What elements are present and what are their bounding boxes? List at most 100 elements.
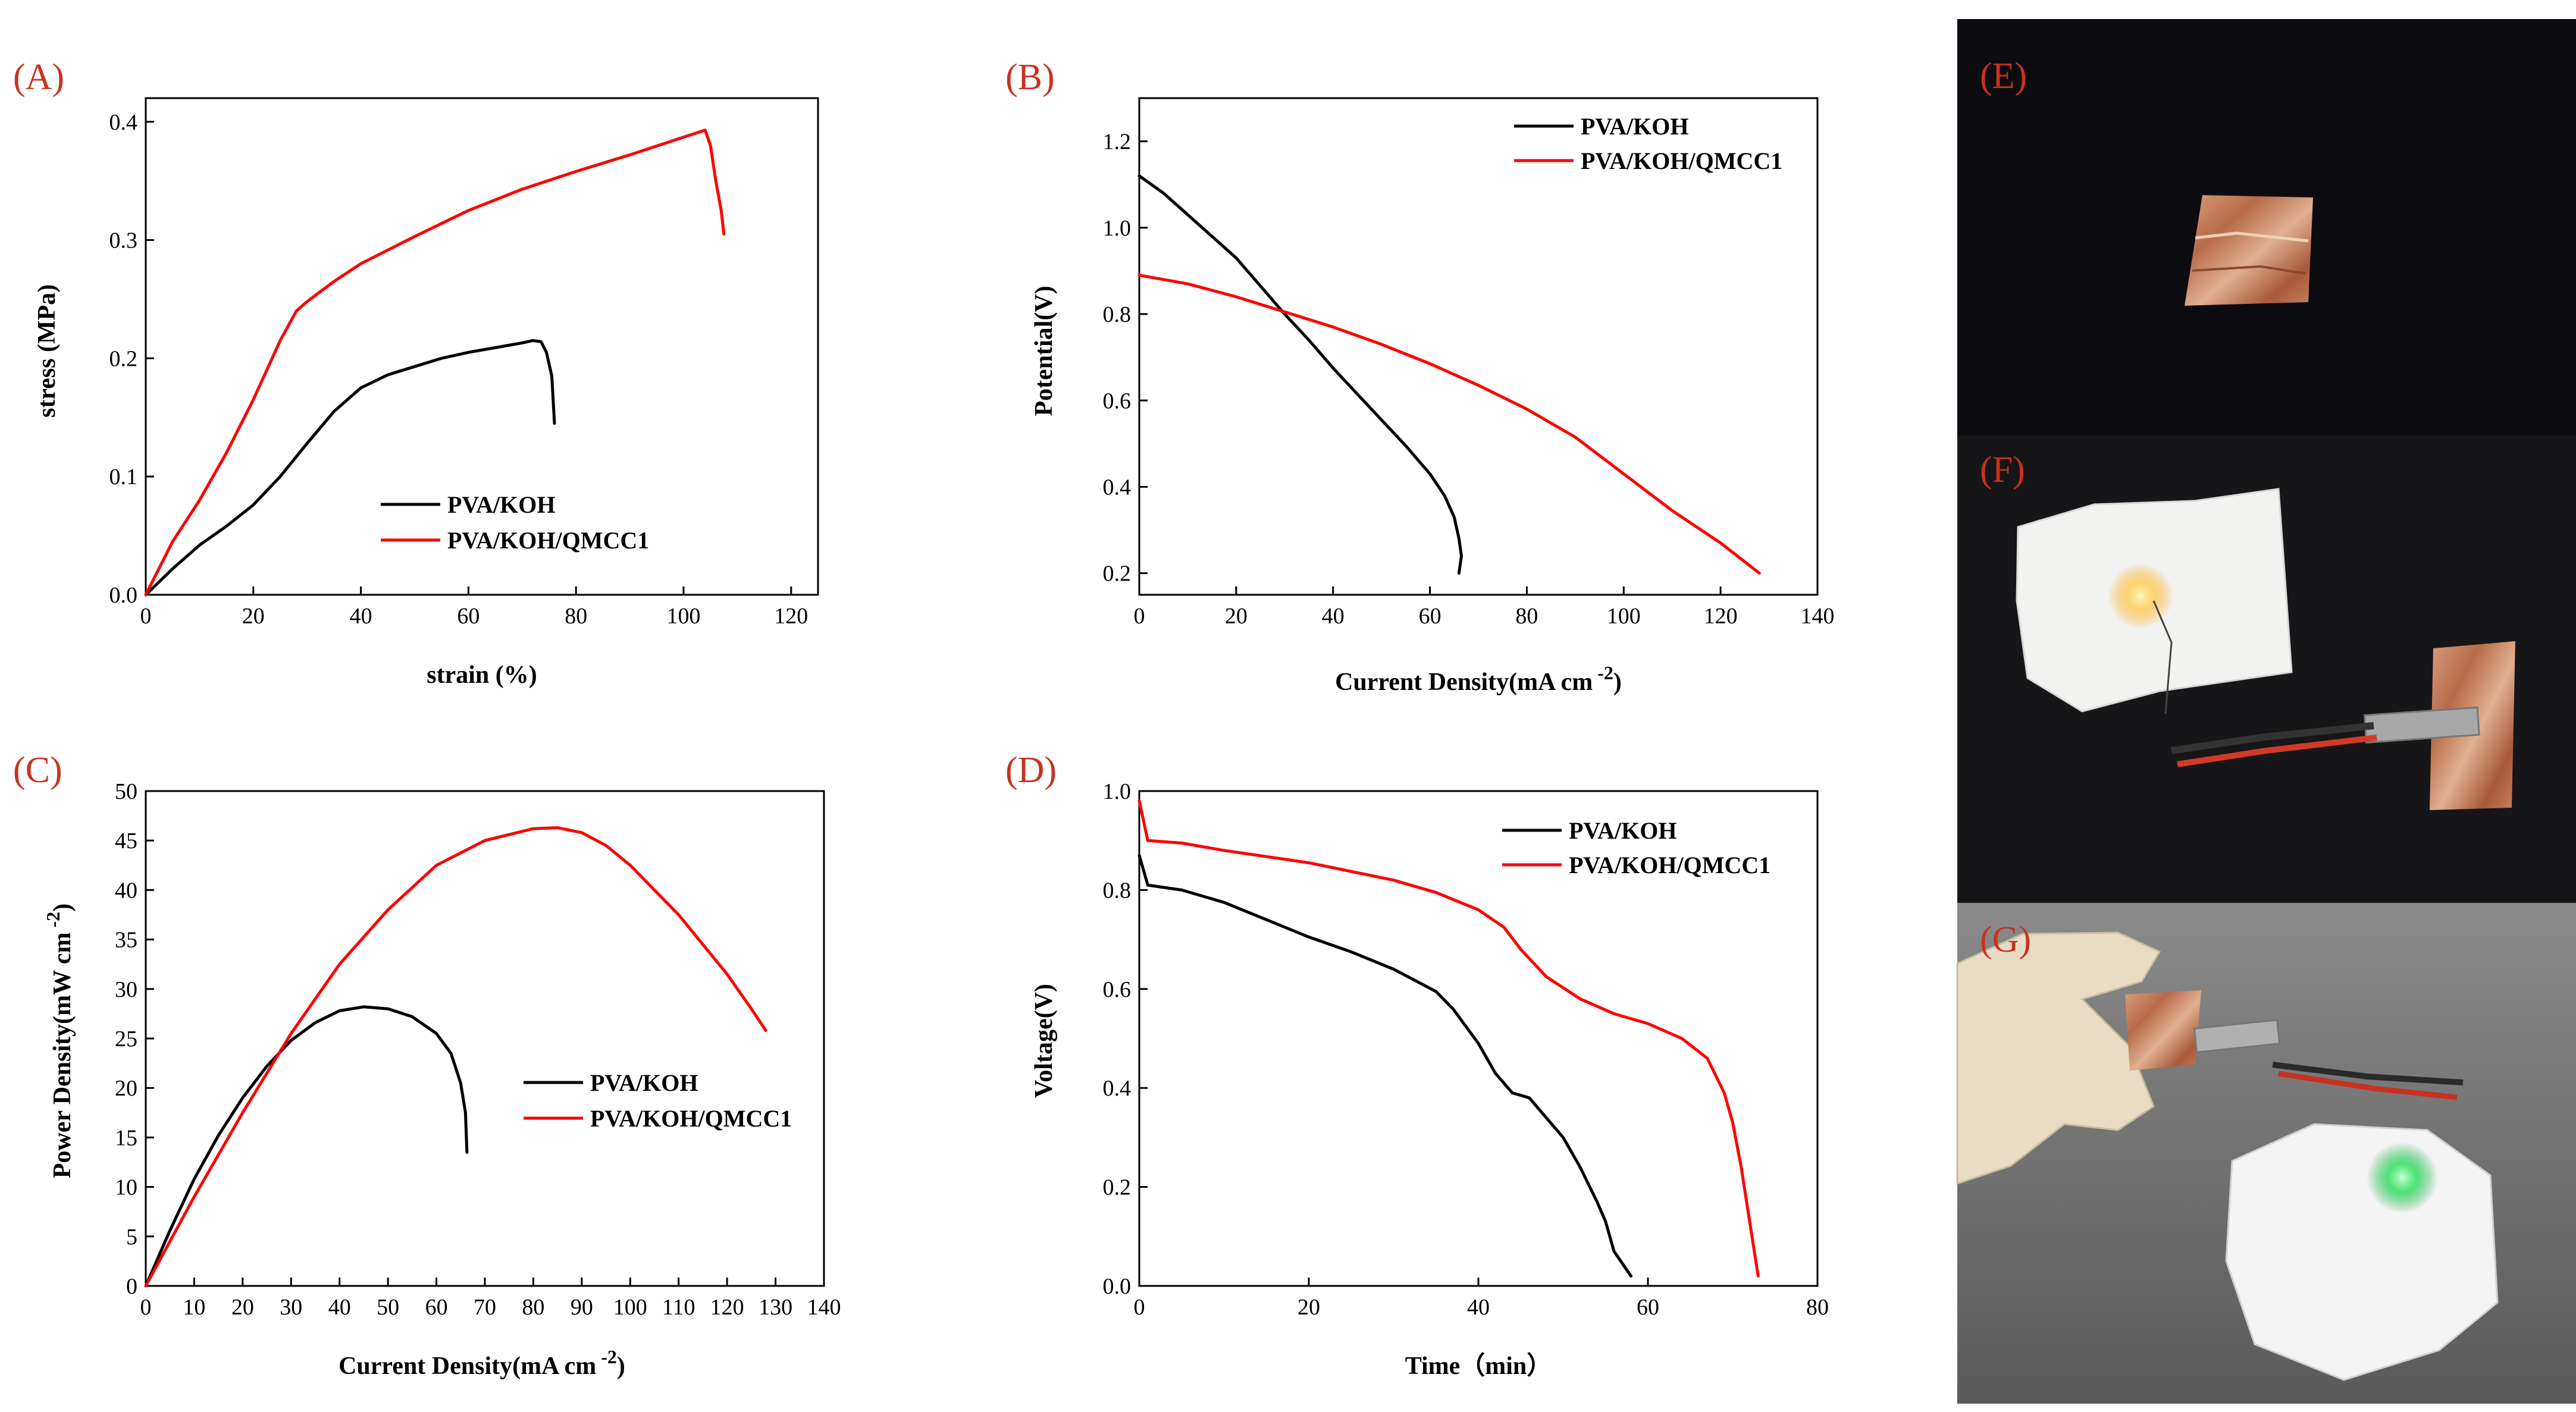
legend: PVA/KOH PVA/KOH/QMCC1 bbox=[1502, 817, 1770, 878]
x-tick-label: 40 bbox=[350, 604, 372, 629]
x-tick-label: 50 bbox=[377, 1295, 399, 1320]
plot-frame bbox=[1138, 97, 1819, 596]
y-tick-label: 40 bbox=[115, 878, 137, 903]
y-axis-label: Voltage(V) bbox=[1030, 984, 1058, 1098]
x-tick-label: 0 bbox=[140, 1295, 152, 1320]
y-tick-label: 0.2 bbox=[1103, 561, 1132, 586]
y-tick-label: 50 bbox=[115, 779, 137, 804]
legend-label: PVA/KOH bbox=[590, 1069, 698, 1096]
x-tick-label: 60 bbox=[457, 604, 480, 629]
x-tick-label: 80 bbox=[522, 1295, 544, 1320]
y-tick-label: 0.4 bbox=[1103, 475, 1132, 500]
x-tick-label: 80 bbox=[1515, 604, 1538, 629]
y-tick-label: 20 bbox=[115, 1076, 137, 1101]
y-tick-label: 0.6 bbox=[1103, 388, 1132, 413]
led-light-yellow bbox=[2108, 563, 2173, 629]
y-tick-label: 0.1 bbox=[109, 465, 138, 490]
x-tick-label: 30 bbox=[280, 1295, 302, 1320]
legend-label: PVA/KOH/QMCC1 bbox=[1569, 852, 1770, 878]
x-tick-label: 20 bbox=[1298, 1295, 1320, 1320]
metal-clip bbox=[2193, 1019, 2281, 1053]
x-tick-label: 80 bbox=[565, 604, 587, 629]
y-tick-label: 30 bbox=[115, 977, 137, 1002]
x-tick-label: 40 bbox=[1322, 604, 1345, 629]
y-tick-label: 1.2 bbox=[1103, 130, 1132, 155]
x-tick-label: 120 bbox=[1704, 604, 1738, 629]
x-tick-label: 60 bbox=[1419, 604, 1441, 629]
panel-a-stress-strain: 0 20 40 60 80 100 120 0.0 0.1 0.2 0.3 0.4 (A) strain … bbox=[13, 57, 819, 689]
legend-label: PVA/KOH bbox=[447, 491, 556, 518]
y-tick-label: 35 bbox=[115, 928, 137, 953]
x-axis-label: Time（min） bbox=[1405, 1352, 1552, 1380]
x-tick-label: 130 bbox=[759, 1295, 792, 1320]
y-tick-label: 45 bbox=[115, 829, 137, 854]
x-tick-label: 20 bbox=[1225, 604, 1248, 629]
panel-label: (B) bbox=[1005, 57, 1055, 98]
y-tick-label: 5 bbox=[126, 1225, 137, 1250]
x-axis-label: Current Density(mA cm -2) bbox=[339, 1346, 625, 1380]
y-tick-label: 15 bbox=[115, 1125, 137, 1150]
y-tick-label: 0.6 bbox=[1103, 977, 1132, 1002]
y-tick-label: 25 bbox=[115, 1027, 137, 1052]
panel-d-discharge: 0 20 40 60 80 0.0 0.2 0.4 0.6 0.8 1.0 (D) Time（min） V… bbox=[1005, 750, 1829, 1380]
legend-label: PVA/KOH/QMCC1 bbox=[1581, 148, 1782, 174]
foil-crease bbox=[2195, 231, 2309, 243]
series-line-pva-koh-qmcc1 bbox=[144, 826, 767, 1288]
photo-label-e: (E) bbox=[1980, 56, 2027, 96]
photo-label-f: (F) bbox=[1980, 450, 2025, 490]
photo-f: (F) bbox=[1957, 435, 2576, 903]
y-tick-label: 1.0 bbox=[1103, 779, 1132, 804]
photo-g: (G) bbox=[1956, 903, 2576, 1404]
legend-label: PVA/KOH/QMCC1 bbox=[590, 1105, 792, 1132]
legend-label: PVA/KOH bbox=[1569, 817, 1677, 844]
cable-black bbox=[2272, 1062, 2464, 1085]
panel-label: (A) bbox=[13, 57, 64, 98]
photo-e: (E) bbox=[1957, 19, 2576, 435]
x-tick-label: 100 bbox=[1607, 604, 1641, 629]
foil-crease bbox=[2192, 265, 2307, 275]
photo-label-g: (G) bbox=[1980, 920, 2031, 960]
y-tick-label: 0.0 bbox=[109, 583, 138, 608]
x-tick-label: 120 bbox=[774, 604, 808, 629]
y-tick-label: 0.2 bbox=[109, 346, 138, 371]
x-tick-label: 80 bbox=[1806, 1295, 1829, 1320]
x-tick-label: 140 bbox=[807, 1295, 841, 1320]
y-tick-label: 0.3 bbox=[109, 228, 138, 253]
y-axis-label: stress (MPa) bbox=[33, 284, 61, 418]
series-line-pva-koh bbox=[144, 339, 556, 597]
series-line-pva-koh bbox=[1137, 174, 1463, 575]
series-line-pva-koh-qmcc1 bbox=[1137, 799, 1760, 1278]
panel-b-polarization: 0 20 40 60 80 100 120 140 0.2 0.4 0.6 0.8 1.0 1.2 (B) C… bbox=[1005, 57, 1835, 696]
cable-red bbox=[2177, 735, 2377, 767]
legend: PVA/KOH PVA/KOH/QMCC1 bbox=[381, 491, 649, 554]
series-line-pva-koh bbox=[1137, 854, 1632, 1278]
plot-frame bbox=[145, 790, 825, 1287]
x-tick-label: 90 bbox=[571, 1295, 593, 1320]
y-tick-label: 0.4 bbox=[1103, 1076, 1132, 1101]
x-axis-label: strain (%) bbox=[427, 661, 537, 689]
copper-foil-electrode bbox=[2185, 195, 2313, 306]
legend-label: PVA/KOH bbox=[1581, 113, 1689, 140]
x-tick-label: 60 bbox=[1637, 1295, 1659, 1320]
x-tick-label: 110 bbox=[662, 1295, 695, 1320]
y-axis-label: Potential(V) bbox=[1030, 285, 1058, 416]
x-axis-label: Current Density(mA cm -2) bbox=[1335, 662, 1622, 696]
x-tick-label: 40 bbox=[1467, 1295, 1490, 1320]
y-tick-label: 10 bbox=[115, 1175, 137, 1200]
y-tick-label: 0 bbox=[126, 1274, 137, 1299]
panel-c-power-density: 0 10 20 30 40 50 60 70 80 90 100 110 120 130 140 0 5 10 15… bbox=[13, 750, 841, 1380]
legend: PVA/KOH PVA/KOH/QMCC1 bbox=[1514, 113, 1782, 174]
x-tick-label: 10 bbox=[183, 1295, 205, 1320]
x-tick-label: 100 bbox=[667, 604, 701, 629]
legend-label: PVA/KOH/QMCC1 bbox=[447, 527, 649, 554]
x-tick-label: 60 bbox=[425, 1295, 448, 1320]
x-tick-label: 140 bbox=[1801, 604, 1835, 629]
series-line-pva-koh-qmcc1 bbox=[1137, 274, 1761, 575]
y-tick-label: 0.8 bbox=[1103, 878, 1132, 903]
y-tick-label: 0.8 bbox=[1103, 302, 1132, 327]
x-tick-label: 0 bbox=[140, 604, 152, 629]
plot-frame bbox=[145, 97, 819, 596]
x-tick-label: 120 bbox=[710, 1295, 744, 1320]
series-line-pva-koh bbox=[144, 1005, 469, 1288]
